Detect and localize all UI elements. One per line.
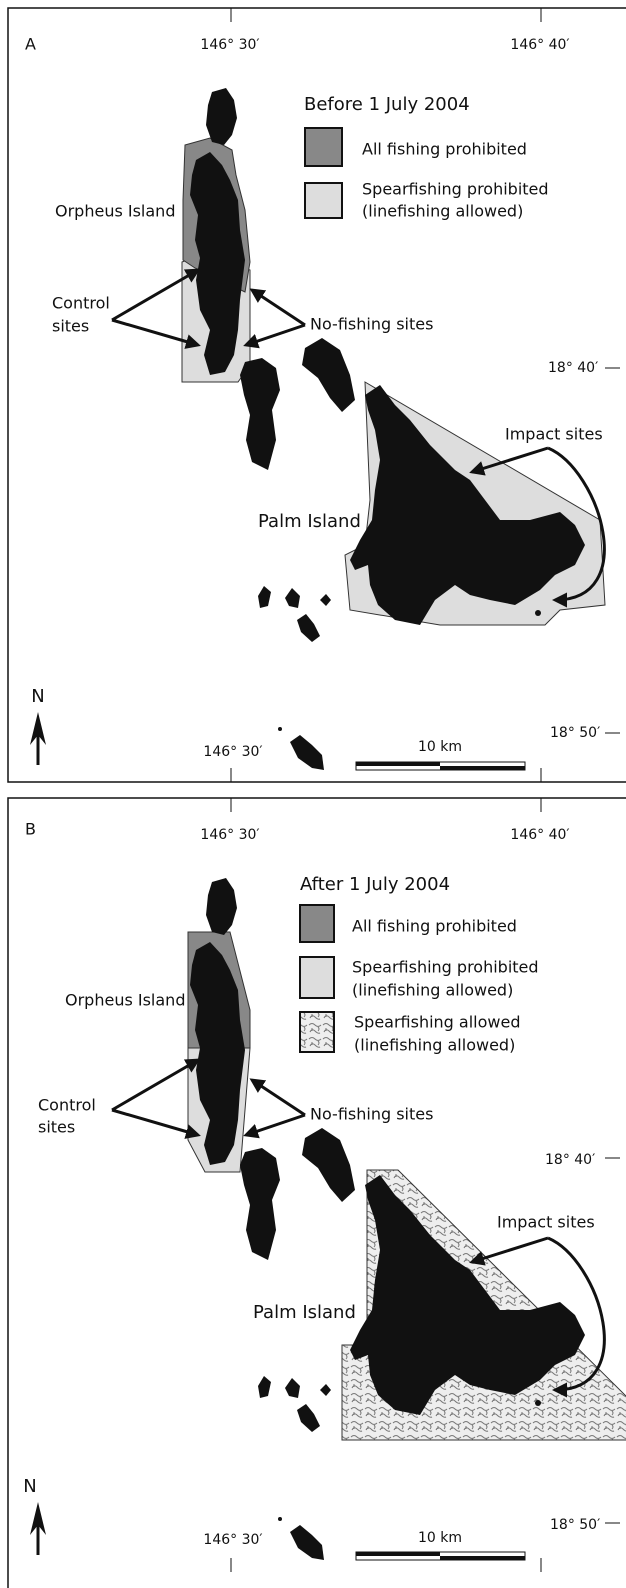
annotation: Control — [52, 294, 110, 313]
legend-text: Spearfishing prohibited — [352, 958, 539, 977]
legend-text: (linefishing allowed) — [354, 1036, 515, 1055]
annotation: sites — [38, 1118, 75, 1137]
legend-title: Before 1 July 2004 — [304, 94, 470, 115]
legend-text: Spearfishing prohibited — [362, 180, 549, 199]
island-label: Orpheus Island — [55, 202, 175, 221]
legend-text: (linefishing allowed) — [352, 981, 513, 1000]
annotation: Impact sites — [497, 1213, 595, 1232]
legend-title: After 1 July 2004 — [300, 874, 450, 895]
north-label: N — [23, 1476, 36, 1497]
panel-b: B 146° 30′ 146° 40′ After 1 July 2004 Al… — [8, 798, 626, 1588]
panel-label: A — [25, 35, 36, 54]
scale-label: 10 km — [418, 739, 462, 755]
legend-text: All fishing prohibited — [362, 140, 527, 159]
lat-label: 18° 50′ — [550, 725, 600, 741]
island-label: Palm Island — [253, 1302, 356, 1323]
legend-text: Spearfishing allowed — [354, 1013, 521, 1032]
island-label: Orpheus Island — [65, 991, 185, 1010]
legend-text: (linefishing allowed) — [362, 202, 523, 221]
scale-label: 10 km — [418, 1530, 462, 1546]
annotation: No-fishing sites — [310, 1105, 433, 1124]
panel-a: A 146° 30′ 146° 40′ Before 1 July 2004 A… — [8, 8, 626, 782]
lon-label: 146° 30′ — [203, 1532, 262, 1548]
lon-label: 146° 40′ — [510, 827, 569, 843]
legend-text: All fishing prohibited — [352, 917, 517, 936]
lat-label: 18° 50′ — [550, 1517, 600, 1533]
annotation: No-fishing sites — [310, 315, 433, 334]
annotation: sites — [52, 317, 89, 336]
lat-label: 18° 40′ — [545, 1152, 595, 1168]
island-label: Palm Island — [258, 511, 361, 532]
annotation: Control — [38, 1096, 96, 1115]
lon-label: 146° 30′ — [200, 37, 259, 53]
lon-label: 146° 40′ — [510, 37, 569, 53]
annotation: Impact sites — [505, 425, 603, 444]
lon-label: 146° 30′ — [200, 827, 259, 843]
lon-label: 146° 30′ — [203, 744, 262, 760]
panel-label: B — [25, 820, 36, 839]
north-label: N — [31, 686, 44, 707]
lat-label: 18° 40′ — [548, 360, 598, 376]
figure: A 146° 30′ 146° 40′ Before 1 July 2004 A… — [0, 0, 626, 1588]
